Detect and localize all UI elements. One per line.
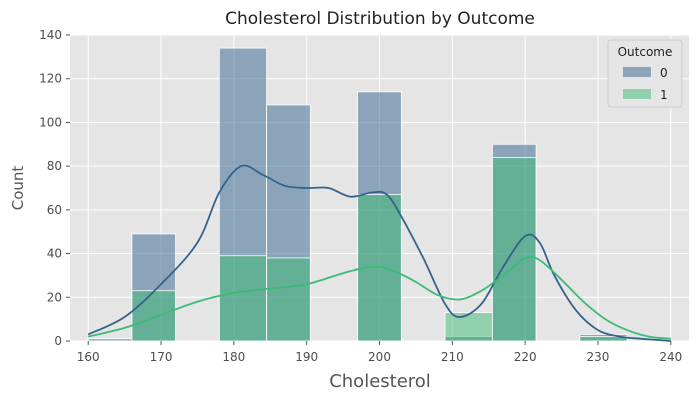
x-tick-label: 180	[222, 350, 245, 364]
x-tick-label: 240	[659, 350, 682, 364]
x-tick-label: 170	[150, 350, 173, 364]
y-tick-label: 100	[39, 115, 62, 129]
histogram-bar	[266, 257, 311, 342]
chart-title: Cholesterol Distribution by Outcome	[225, 9, 535, 29]
x-tick-label: 200	[368, 350, 391, 364]
x-axis-ticks: 160 170 180 190 200 210 220 230 240	[77, 341, 682, 364]
histogram-bar	[131, 290, 176, 342]
y-tick-label: 40	[47, 247, 62, 261]
kde-curves	[87, 164, 671, 342]
x-axis-label: Cholesterol	[329, 371, 431, 392]
histogram-bar	[444, 312, 493, 342]
y-tick-label: 120	[39, 72, 62, 86]
kde-curve-outcome-0	[87, 164, 671, 342]
y-tick-label: 140	[39, 28, 62, 42]
x-tick-label: 230	[587, 350, 610, 364]
legend: Outcome 0 1	[607, 39, 683, 108]
kde-curve-outcome-1	[87, 255, 671, 340]
histogram-bar	[87, 338, 133, 342]
x-tick-label: 220	[514, 350, 537, 364]
legend-label-outcome-0: 0	[660, 66, 668, 80]
legend-swatch-outcome-1	[623, 89, 651, 99]
y-axis-ticks: 0 20 40 60 80 100 120 140	[39, 28, 70, 348]
legend-label-outcome-1: 1	[660, 88, 668, 102]
y-tick-label: 60	[47, 203, 62, 217]
legend-title: Outcome	[618, 45, 673, 59]
histogram-bar	[579, 336, 628, 342]
y-tick-label: 80	[47, 159, 62, 173]
histogram-bar	[218, 255, 268, 342]
y-tick-label: 0	[54, 334, 62, 348]
x-tick-label: 210	[441, 350, 464, 364]
x-tick-label: 160	[77, 350, 100, 364]
y-axis-label: Count	[9, 166, 27, 211]
y-tick-label: 20	[47, 290, 62, 304]
legend-swatch-outcome-0	[623, 67, 651, 77]
x-tick-label: 190	[295, 350, 318, 364]
